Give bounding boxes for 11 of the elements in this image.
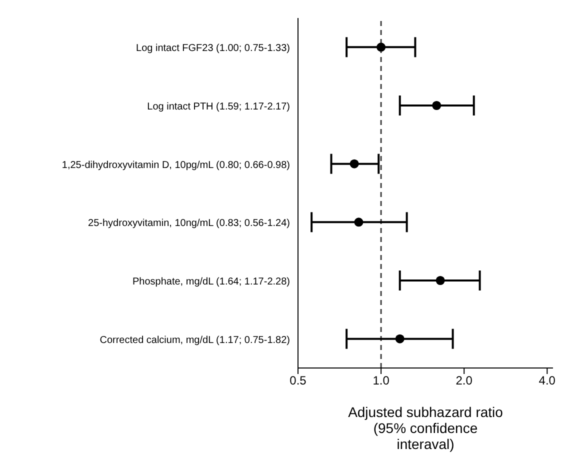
y-tick-label: 25-hydroxyvitamin, 10ng/mL (0.83; 0.56-1.24) bbox=[88, 218, 290, 230]
y-tick-label: 1,25-dihydroxyvitamin D, 10pg/mL (0.80; 0.66-0.98) bbox=[62, 160, 290, 171]
x-tick-label: 2.0 bbox=[456, 374, 473, 388]
x-tick-label: 1.0 bbox=[372, 374, 390, 388]
y-tick-label: Phosphate, mg/dL (1.64; 1.17-2.28) bbox=[132, 276, 290, 288]
x-axis-title: Adjusted subhazard ratio (95% confidence interaval) bbox=[347, 404, 504, 452]
y-tick-label: Log intact FGF23 (1.00; 0.75-1.33) bbox=[136, 43, 290, 54]
x-tick-label: 0.5 bbox=[290, 374, 307, 388]
y-tick-label: Corrected calcium, mg/dL (1.17; 0.75-1.82) bbox=[100, 334, 290, 346]
y-tick-label: Log intact PTH (1.59; 1.17-2.17) bbox=[147, 102, 290, 112]
x-tick-label: 4.0 bbox=[538, 374, 556, 388]
